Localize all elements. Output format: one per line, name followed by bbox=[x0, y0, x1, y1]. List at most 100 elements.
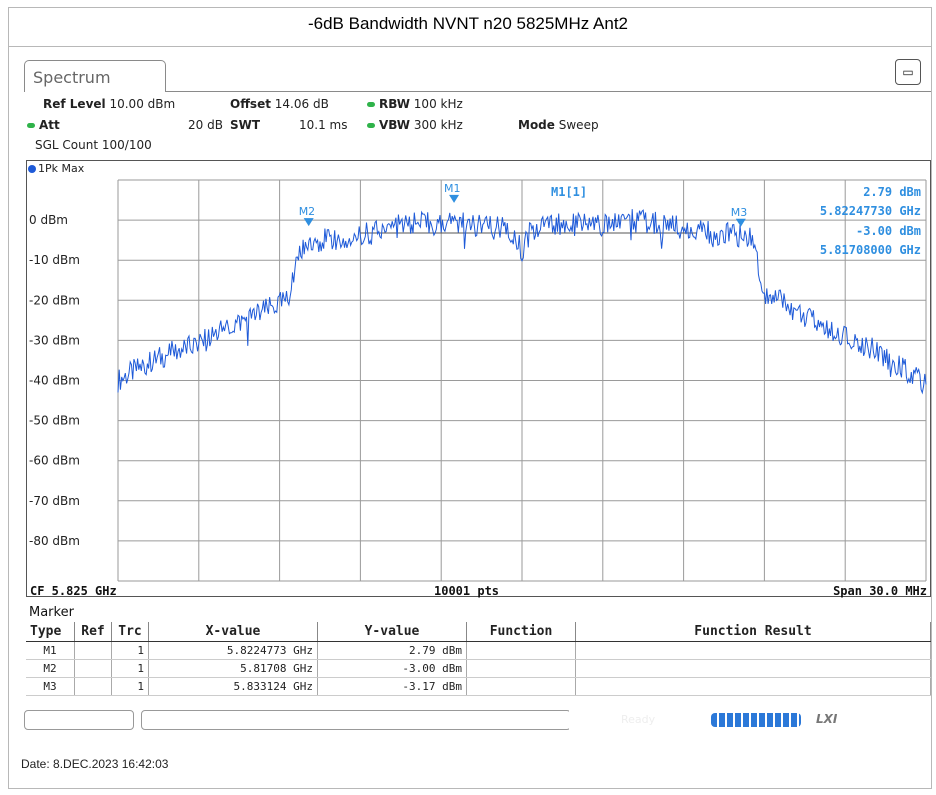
cell-function-result bbox=[575, 659, 931, 678]
y-tick-label: -80 dBm bbox=[29, 534, 80, 548]
page-frame bbox=[8, 7, 932, 789]
col-type: Type bbox=[26, 622, 75, 642]
marker-readout-name: M1[1] bbox=[551, 185, 587, 199]
att-value: 20 dB bbox=[188, 118, 223, 132]
cell-ref bbox=[74, 677, 112, 696]
cell-function bbox=[466, 677, 576, 696]
vbw-setting: VBW 300 kHz bbox=[367, 118, 463, 132]
page-title: -6dB Bandwidth NVNT n20 5825MHz Ant2 bbox=[307, 14, 629, 33]
offset-value: 14.06 dB bbox=[274, 97, 329, 111]
sgl-count: SGL Count 100/100 bbox=[35, 138, 152, 152]
tab-spectrum[interactable]: Spectrum bbox=[24, 60, 166, 92]
marker-triangle bbox=[449, 194, 460, 203]
mode-value: Sweep bbox=[558, 118, 599, 132]
col-x-value: X-value bbox=[148, 622, 318, 642]
att-status-icon bbox=[27, 123, 35, 128]
sweep-progress-bar bbox=[711, 713, 801, 727]
att-setting: Att bbox=[27, 118, 60, 132]
swt-value: 10.1 ms bbox=[299, 118, 348, 132]
y-tick-label: -40 dBm bbox=[29, 374, 80, 388]
y-tick-label: -10 dBm bbox=[29, 253, 80, 267]
marker-triangle bbox=[735, 218, 746, 227]
cell-x-value: 5.833124 GHz bbox=[148, 677, 318, 696]
trace-1pk-max bbox=[117, 209, 927, 395]
cell-trc: 1 bbox=[111, 677, 149, 696]
cell-type: M1 bbox=[26, 641, 75, 660]
status-field-left[interactable] bbox=[24, 710, 134, 730]
marker-readout-line: 5.82247730 GHz bbox=[820, 204, 921, 218]
y-tick-label: -60 dBm bbox=[29, 454, 80, 468]
mode-label: Mode bbox=[518, 118, 555, 132]
marker-readout-line: 2.79 dBm bbox=[863, 185, 921, 199]
cell-x-value: 5.8224773 GHz bbox=[148, 641, 318, 660]
tab-spectrum-label: Spectrum bbox=[33, 68, 111, 87]
swt-label-text: SWT bbox=[230, 118, 261, 132]
cell-function-result bbox=[575, 641, 931, 660]
spectrum-chart: 0 dBm -10 dBm -20 dBm -30 dBm -40 dBm -50 dBm… bbox=[29, 179, 927, 582]
col-trc: Trc bbox=[111, 622, 149, 642]
vbw-value: 300 kHz bbox=[413, 118, 463, 132]
rbw-status-icon bbox=[367, 102, 375, 107]
status-bar: Ready LXI bbox=[21, 706, 931, 733]
marker-readout-line: 5.81708000 GHz bbox=[820, 243, 921, 257]
offset-setting: Offset 14.06 dB bbox=[230, 97, 329, 111]
cell-ref bbox=[74, 641, 112, 660]
y-tick-label: -30 dBm bbox=[29, 333, 80, 347]
marker-label: M2 bbox=[299, 205, 316, 218]
tab-underline bbox=[166, 91, 931, 92]
ref-level-value: 10.00 dBm bbox=[109, 97, 176, 111]
y-tick-label: 0 dBm bbox=[29, 213, 68, 227]
status-ready: Ready bbox=[621, 713, 656, 726]
cell-y-value: 2.79 dBm bbox=[317, 641, 467, 660]
col-function: Function bbox=[466, 622, 576, 642]
marker-table: Type Ref Trc X-value Y-value Function Fu… bbox=[26, 622, 931, 696]
ref-level-label: Ref Level bbox=[43, 97, 106, 111]
cell-type: M3 bbox=[26, 677, 75, 696]
vbw-status-icon bbox=[367, 123, 375, 128]
swt-label: SWT bbox=[230, 118, 260, 132]
cell-type: M2 bbox=[26, 659, 75, 678]
marker-table-title: Marker bbox=[29, 605, 74, 620]
sweep-points: 10001 pts bbox=[434, 584, 500, 598]
rbw-setting: RBW 100 kHz bbox=[367, 97, 463, 111]
marker-table-header: Type Ref Trc X-value Y-value Function Fu… bbox=[26, 622, 931, 642]
capture-date: Date: 8.DEC.2023 16:42:03 bbox=[21, 757, 169, 771]
rbw-value: 100 kHz bbox=[413, 97, 463, 111]
cell-function bbox=[466, 659, 576, 678]
title-divider bbox=[8, 46, 932, 47]
sweep-footer: CF 5.825 GHz 10001 pts Span 30.0 MHz bbox=[26, 581, 931, 601]
lxi-icon: LXI bbox=[816, 712, 838, 726]
trace-indicator-icon bbox=[28, 165, 36, 173]
y-tick-label: -70 dBm bbox=[29, 494, 80, 508]
col-ref: Ref bbox=[74, 622, 112, 642]
marker-triangle bbox=[303, 218, 314, 227]
y-tick-label: -50 dBm bbox=[29, 414, 80, 428]
trace-label-text: 1Pk Max bbox=[38, 162, 85, 175]
cell-ref bbox=[74, 659, 112, 678]
vbw-label: VBW bbox=[379, 118, 411, 132]
spectrum-display bbox=[26, 160, 931, 597]
mode-setting: Mode Sweep bbox=[518, 118, 599, 132]
marker-label: M1 bbox=[444, 182, 461, 195]
cell-x-value: 5.81708 GHz bbox=[148, 659, 318, 678]
cell-y-value: -3.00 dBm bbox=[317, 659, 467, 678]
rbw-label: RBW bbox=[379, 97, 410, 111]
marker-row[interactable]: M3 1 5.833124 GHz -3.17 dBm bbox=[26, 677, 931, 696]
display-settings-icon[interactable]: ▭ bbox=[895, 59, 921, 85]
cell-trc: 1 bbox=[111, 641, 149, 660]
marker-readout-line: -3.00 dBm bbox=[856, 224, 921, 238]
ref-level-setting: Ref Level 10.00 dBm bbox=[43, 97, 175, 111]
cell-trc: 1 bbox=[111, 659, 149, 678]
col-function-result: Function Result bbox=[575, 622, 931, 642]
center-frequency: CF 5.825 GHz bbox=[30, 584, 117, 598]
marker-row[interactable]: M1 1 5.8224773 GHz 2.79 dBm bbox=[26, 641, 931, 660]
offset-label: Offset bbox=[230, 97, 271, 111]
marker-row[interactable]: M2 1 5.81708 GHz -3.00 dBm bbox=[26, 659, 931, 678]
y-tick-label: -20 dBm bbox=[29, 293, 80, 307]
col-y-value: Y-value bbox=[317, 622, 467, 642]
cell-function bbox=[466, 641, 576, 660]
att-label: Att bbox=[39, 118, 60, 132]
status-message-field[interactable] bbox=[141, 710, 571, 730]
analyzer-screenshot: Spectrum ▭ Ref Level 10.00 dBm Offset 14… bbox=[21, 55, 931, 745]
cell-function-result bbox=[575, 677, 931, 696]
